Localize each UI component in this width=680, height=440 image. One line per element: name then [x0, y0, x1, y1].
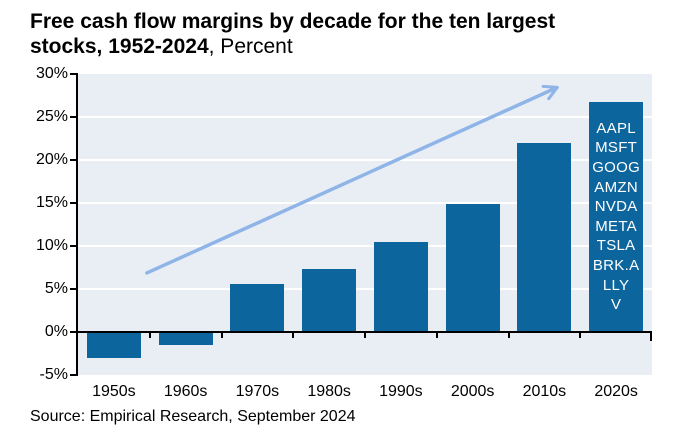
y-tick-label-15: 15% [35, 194, 68, 211]
y-axis-tick [70, 288, 76, 290]
y-axis-line [76, 73, 78, 376]
x-tick-label-1980s: 1980s [307, 383, 351, 400]
ticker-label-LLY: LLY [602, 276, 630, 294]
ticker-label-MSFT: MSFT [595, 139, 638, 157]
x-axis-tick [292, 333, 295, 338]
bar-2020s: AAPL MSFT GOOG AMZN NVDA META TSLA BRK.A LLY V [589, 101, 644, 332]
top-bar-ticker-list: AAPL MSFT GOOG AMZN NVDA META TSLA BRK.A LLY V [589, 102, 643, 332]
y-tick-label-25: 25% [35, 108, 68, 125]
x-tick-label-1990s: 1990s [379, 383, 423, 400]
bar-1960s [158, 332, 213, 345]
ticker-label-GOOG: GOOG [592, 158, 641, 176]
x-tick-label-2020s: 2020s [594, 383, 638, 400]
ticker-label-V: V [610, 296, 622, 314]
gridline-25 [78, 116, 652, 118]
x-tick-label-2000s: 2000s [450, 383, 495, 400]
bar-2000s [445, 203, 500, 332]
y-axis-tick [70, 374, 76, 376]
x-axis-tick [650, 333, 652, 341]
y-axis-tick [70, 331, 76, 333]
plot-area: AAPL MSFT GOOG AMZN NVDA META TSLA BRK.A LLY V [78, 74, 652, 375]
zero-axis-line [78, 331, 652, 333]
x-axis-tick [435, 333, 438, 338]
ticker-label-AAPL: AAPL [596, 119, 636, 137]
y-tick-label-30: 30% [35, 65, 68, 82]
y-axis-tick [70, 245, 76, 247]
x-tick-label-1960s: 1960s [163, 383, 208, 400]
y-axis-tick [70, 202, 76, 204]
chart-title-unit: , Percent [208, 35, 293, 58]
y-axis-tick [70, 159, 76, 161]
ticker-label-AMZN: AMZN [594, 178, 638, 196]
y-tick-label-5: 5% [44, 280, 68, 297]
x-axis-tick [148, 333, 151, 338]
x-tick-label-1950s: 1950s [92, 383, 136, 400]
y-tick-label-20: 20% [35, 151, 68, 168]
y-tick-label-10: 10% [35, 237, 68, 254]
bar-1980s [302, 269, 357, 332]
x-axis-tick [579, 333, 582, 338]
x-axis-tick [507, 333, 510, 338]
ticker-label-TSLA: TSLA [596, 237, 636, 255]
chart-title-line2-bold: stocks, 1952-2024 [30, 35, 209, 58]
ticker-label-NVDA: NVDA [594, 198, 638, 216]
x-tick-label-1970s: 1970s [235, 383, 280, 400]
chart-title-line1: Free cash flow margins by decade for the… [30, 10, 556, 33]
bar-2010s [517, 142, 572, 332]
chart-title: Free cash flow margins by decade for the… [30, 9, 555, 59]
ticker-label-BRK.A: BRK.A [592, 256, 640, 274]
bar-1950s [86, 332, 141, 358]
x-axis-tick [364, 333, 366, 338]
x-tick-label-2010s: 2010s [522, 383, 567, 400]
y-axis-tick [70, 73, 76, 75]
y-axis-tick [70, 116, 76, 118]
x-axis-tick [220, 333, 223, 338]
source-note: Source: Empirical Research, September 20… [30, 408, 356, 425]
gridline-5 [78, 288, 652, 290]
y-tick-label-0: 0% [44, 323, 68, 340]
y-tick-label--5: -5% [39, 366, 68, 383]
bar-1990s [373, 241, 428, 332]
ticker-label-META: META [595, 217, 637, 235]
bar-1970s [230, 283, 285, 332]
